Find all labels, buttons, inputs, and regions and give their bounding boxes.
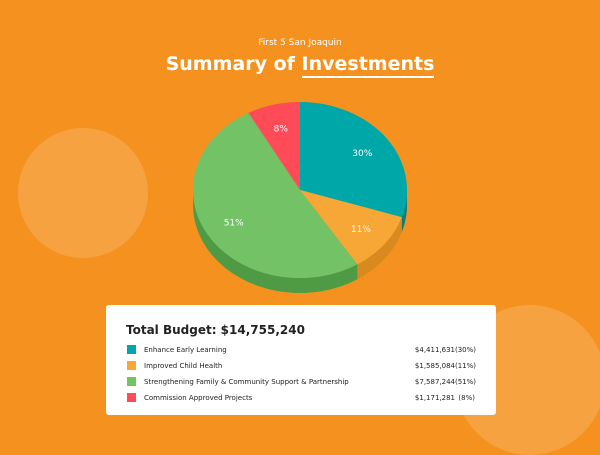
pie-slice-label-3: 8% [274,125,289,135]
budget-card: Total Budget: $14,755,240 Enhance Early … [106,305,496,415]
legend-label: Improved Child Health [144,362,223,370]
background-circle-left [18,128,148,258]
pie-slice-2 [192,112,358,279]
title-prefix: Summary of [165,53,295,75]
page-title: Summary of Investments [0,53,600,78]
pie-slice-side-2 [193,190,358,293]
legend-swatch [127,377,136,386]
legend-row-child-health: Improved Child Health $1,585,084 (11%) [127,359,477,375]
legend-percent: (11%) [455,362,477,370]
legend-swatch [127,393,136,402]
pie-slice-label-2: 51% [224,218,244,228]
pie-slice-3 [248,102,300,190]
legend-row-early-learning: Enhance Early Learning $4,411,631 (30%) [127,343,477,359]
legend-row-family-community: Strengthening Family & Community Support… [127,375,477,391]
organization-name: First 5 San Joaquin [258,38,342,48]
pie-slice-label-0: 30% [352,149,372,159]
pie-slice-1 [300,190,402,265]
pie-slice-side-1 [357,217,402,280]
legend-amount: $1,171,281 [414,394,455,402]
legend-percent: (8%) [458,394,475,402]
total-budget: Total Budget: $14,755,240 [126,323,305,337]
legend-label: Enhance Early Learning [144,346,227,354]
legend-amount: $7,587,244 [414,378,455,386]
legend-label: Commission Approved Projects [144,394,253,402]
legend-percent: (30%) [455,346,477,354]
pie-slice-label-1: 11% [351,225,371,235]
legend: Enhance Early Learning $4,411,631 (30%) … [127,343,477,407]
legend-swatch [127,361,136,370]
legend-swatch [127,345,136,354]
legend-amount: $4,411,631 [414,346,455,354]
legend-row-commission-projects: Commission Approved Projects $1,171,281 … [127,391,475,407]
pie-chart: 30% 11% 51% 8% [192,102,407,293]
legend-percent: (51%) [455,378,477,386]
title-emphasis: Investments [301,53,435,78]
legend-label: Strengthening Family & Community Support… [144,378,349,386]
legend-amount: $1,585,084 [414,362,455,370]
pie-slice-0 [300,102,407,218]
pie-slice-side-0 [401,190,407,233]
